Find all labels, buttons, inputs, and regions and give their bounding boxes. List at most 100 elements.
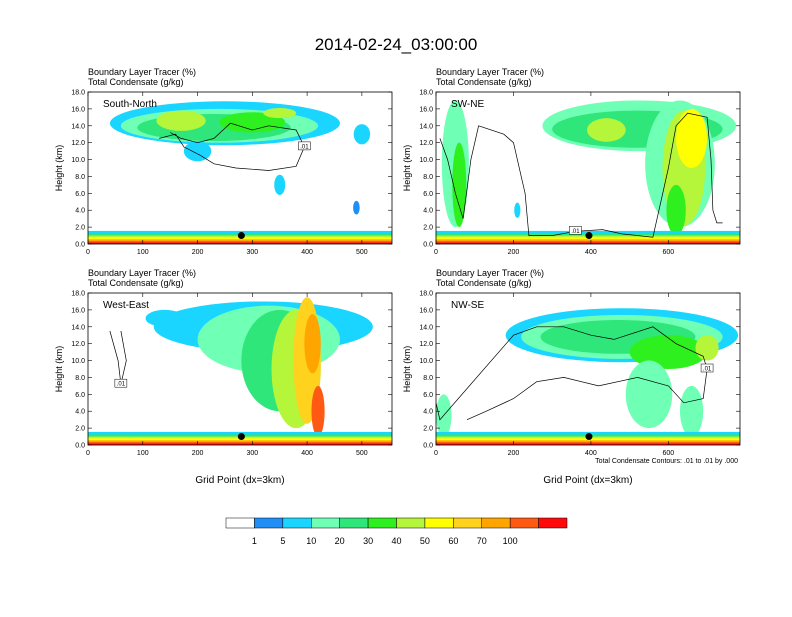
x-tick-label: 200 [508, 450, 520, 457]
condensate-blob-9 [353, 200, 360, 215]
colorbar-swatch [225, 517, 255, 529]
contour-label-box [569, 226, 582, 235]
x-tick-label: 0 [86, 450, 90, 457]
x-tick-label: 200 [192, 450, 204, 457]
field-layer: .01 [436, 92, 740, 244]
y-tick-label: 0.0 [75, 443, 85, 450]
x-tick-label: 0 [434, 450, 438, 457]
surface-layer-6 [436, 242, 740, 244]
condensate-blob-9 [514, 202, 521, 218]
condensate-blob-7 [666, 184, 686, 236]
condensate-blob-7 [145, 309, 184, 327]
y-tick-label: 2.0 [75, 225, 85, 232]
panel-subtitle: Total Condensate (g/kg) [436, 278, 532, 288]
y-tick-label: 0.0 [423, 443, 433, 450]
colorbar-swatch [396, 517, 426, 529]
y-tick-label: 0.0 [423, 242, 433, 249]
panel-south-north: .01 0.0 2.0 4.0 6.0 8.0 10.0 12.0 14.0 16.0 18.0 0 1… [54, 67, 393, 256]
condensate-blob-1 [452, 142, 467, 228]
x-tick-label: 100 [137, 249, 149, 256]
panel-title: SW-NE [451, 99, 484, 110]
panel-title: NW-SE [451, 300, 484, 311]
condensate-blob-5 [304, 314, 321, 374]
x-tick-label: 400 [301, 450, 313, 457]
panel-west-east: .01 0.0 2.0 4.0 6.0 8.0 10.0 12.0 14.0 16.0 18.0 0 1… [54, 268, 393, 486]
x-tick-label: 0 [434, 249, 438, 256]
contour-label-box [700, 363, 714, 373]
x-tick-label: 600 [663, 450, 675, 457]
field-layer: .01 [88, 293, 392, 445]
colorbar-swatch [424, 517, 454, 529]
colorbar-label: 10 [306, 536, 316, 546]
y-tick-label: 6.0 [75, 392, 85, 399]
x-tick-label: 400 [585, 249, 597, 256]
plot-frame [435, 91, 741, 245]
panel-subtitle: Boundary Layer Tracer (%) [88, 268, 196, 278]
y-axis-label: Height (km) [402, 346, 412, 393]
condensate-blob-6 [311, 385, 325, 437]
colorbar-swatch [282, 517, 312, 529]
y-tick-label: 18.0 [71, 90, 85, 97]
surface-layer-6 [88, 242, 392, 244]
x-tick-label: 200 [508, 249, 520, 256]
y-tick-label: 14.0 [419, 123, 433, 130]
colorbar-label: 30 [363, 536, 373, 546]
condensate-blob-6 [183, 140, 212, 162]
y-tick-label: 8.0 [75, 174, 85, 181]
x-tick-label: 600 [663, 249, 675, 256]
condensate-blob-4 [219, 112, 286, 133]
panel-title: South-North [103, 99, 157, 110]
y-tick-label: 16.0 [71, 106, 85, 113]
y-axis-label: Height (km) [402, 145, 412, 192]
condensate-blob-7 [274, 174, 286, 196]
panel-sw-ne: .01 0.0 2.0 4.0 6.0 8.0 10.0 12.0 14.0 16.0 18.0 0 2… [402, 67, 741, 256]
y-tick-label: 6.0 [75, 191, 85, 198]
y-tick-label: 10.0 [419, 358, 433, 365]
colorbar-label: 1 [252, 536, 257, 546]
colorbar-swatch [339, 517, 369, 529]
condensate-blob-3 [629, 335, 708, 369]
condensate-contour [439, 112, 723, 238]
location-marker [585, 232, 593, 240]
colorbar-label: 20 [335, 536, 345, 546]
x-tick-label: 100 [137, 450, 149, 457]
y-tick-label: 4.0 [423, 409, 433, 416]
y-tick-label: 4.0 [75, 208, 85, 215]
surface-layer-6 [436, 443, 740, 445]
condensate-blob-8 [587, 118, 626, 142]
panel-nw-se: .01 0.0 2.0 4.0 6.0 8.0 10.0 12.0 14.0 16.0 18.0 0 2… [402, 268, 741, 486]
surface-layer-6 [88, 443, 392, 445]
y-tick-label: 18.0 [419, 90, 433, 97]
colorbar-label: 70 [477, 536, 487, 546]
figure-title: 2014-02-24_03:00:00 [315, 35, 478, 54]
y-tick-label: 18.0 [71, 291, 85, 298]
y-tick-label: 14.0 [71, 324, 85, 331]
contour-label: .01 [300, 144, 309, 150]
y-tick-label: 12.0 [71, 140, 85, 147]
condensate-blob-3 [156, 110, 206, 131]
y-tick-label: 8.0 [423, 174, 433, 181]
y-tick-label: 16.0 [71, 307, 85, 314]
x-tick-label: 400 [585, 450, 597, 457]
y-tick-label: 16.0 [419, 307, 433, 314]
y-tick-label: 12.0 [419, 341, 433, 348]
contour-label-box [114, 378, 128, 388]
y-tick-label: 0.0 [75, 242, 85, 249]
colorbar-swatch [311, 517, 340, 529]
colorbar-swatch [509, 517, 539, 529]
field-layer: .01 [436, 293, 740, 445]
x-axis-label: Grid Point (dx=3km) [543, 475, 632, 486]
y-tick-label: 16.0 [419, 106, 433, 113]
x-tick-label: 500 [356, 450, 368, 457]
footnote: Total Condensate Contours: .01 to .01 by… [595, 458, 738, 465]
colorbar-label: 5 [280, 536, 285, 546]
y-axis-label: Height (km) [54, 346, 64, 393]
colorbar-label: 60 [448, 536, 458, 546]
colorbar: 1 5 10 20 30 40 50 60 70 100 [225, 517, 568, 546]
condensate-blob-4 [695, 335, 719, 361]
x-tick-label: 200 [192, 249, 204, 256]
contour-label-box [298, 141, 311, 151]
x-tick-label: 0 [86, 249, 90, 256]
plot-frame [435, 292, 741, 446]
